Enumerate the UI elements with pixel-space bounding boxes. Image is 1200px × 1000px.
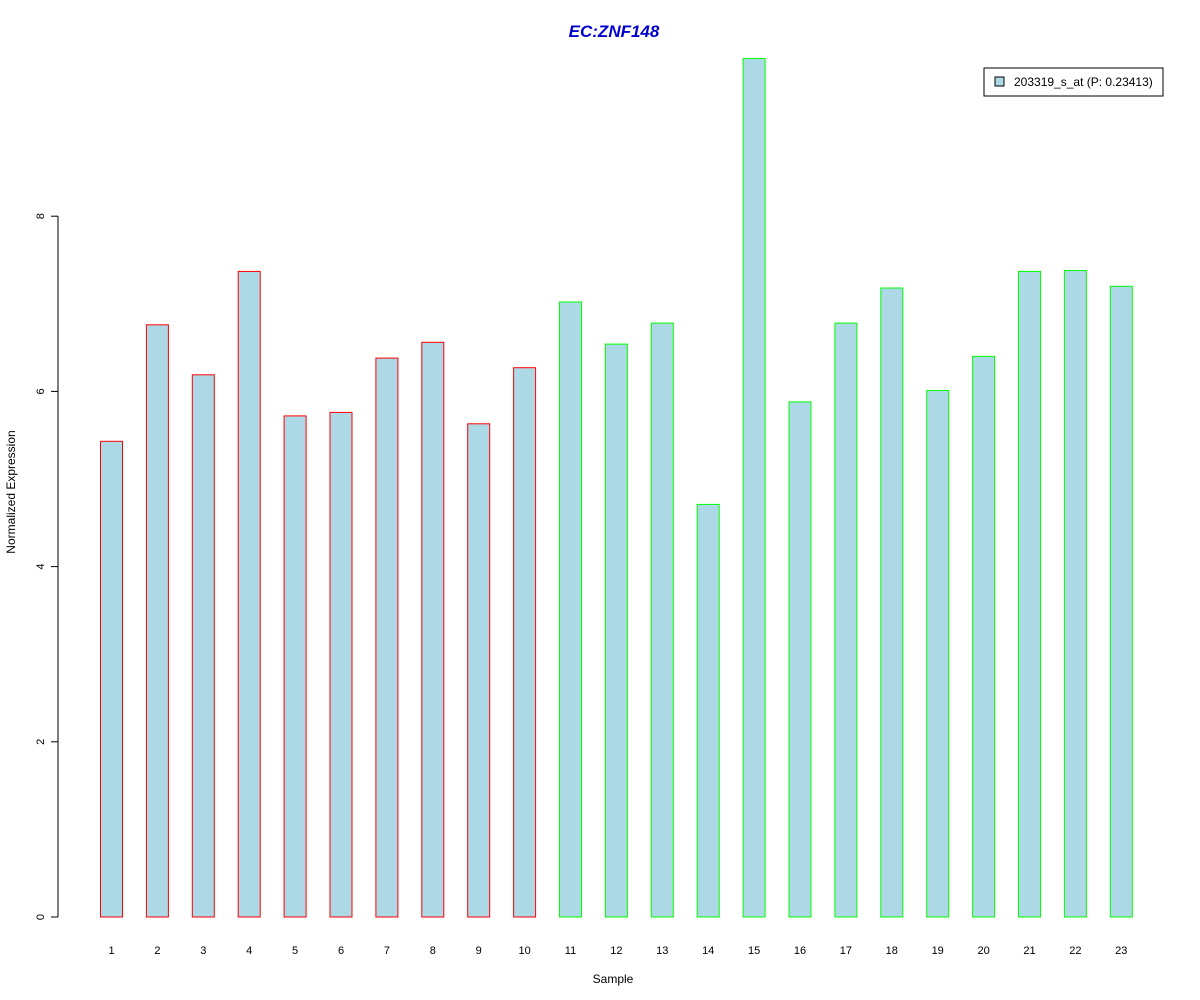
bar-sample-15 — [742, 58, 766, 918]
bar-sample-10 — [513, 367, 537, 918]
y-tick-label: 2 — [35, 739, 47, 745]
y-tick-label: 6 — [35, 388, 47, 394]
bar-sample-6 — [329, 411, 353, 918]
x-tick-label: 11 — [565, 945, 576, 957]
x-tick-label: 17 — [840, 945, 852, 957]
y-tick-label: 4 — [35, 564, 47, 570]
x-tick-label: 3 — [200, 945, 206, 957]
bar-sample-1 — [100, 440, 123, 918]
y-tick-label: 0 — [35, 914, 47, 920]
bar-sample-3 — [191, 374, 215, 918]
x-tick-label: 6 — [338, 945, 344, 957]
bars-group — [100, 58, 1133, 918]
legend-label: 203319_s_at (P: 0.23413) — [1014, 75, 1153, 89]
x-tick-label: 19 — [932, 945, 944, 957]
bar-sample-23 — [1109, 285, 1133, 918]
bar-sample-4 — [237, 270, 261, 918]
x-tick-label: 15 — [748, 945, 760, 957]
bar-sample-18 — [880, 287, 904, 918]
x-tick-label: 23 — [1115, 945, 1127, 957]
bar-sample-13 — [650, 322, 674, 918]
bar-sample-8 — [421, 341, 445, 918]
bar-sample-11 — [559, 301, 582, 918]
x-tick-label: 1 — [108, 945, 114, 957]
x-tick-label: 21 — [1023, 945, 1035, 957]
bar-sample-9 — [467, 423, 491, 918]
x-tick-label: 4 — [246, 945, 252, 957]
x-tick-label: 22 — [1069, 945, 1081, 957]
x-tick-label: 10 — [518, 945, 530, 957]
x-tick-label: 8 — [430, 945, 436, 957]
bar-sample-17 — [834, 322, 858, 918]
x-tick-label: 16 — [794, 945, 806, 957]
x-tick-label: 7 — [384, 945, 390, 957]
x-tick-label: 9 — [476, 945, 482, 957]
x-tick-label: 5 — [292, 945, 298, 957]
legend: 203319_s_at (P: 0.23413) — [983, 67, 1164, 97]
x-tick-labels: 1 2 3 4 5 6 7 8 9 10 11 12 13 14 15 16 17 18 19 20 21 22 23 — [108, 945, 1127, 957]
bar-sample-14 — [696, 503, 720, 918]
bar-sample-12 — [604, 343, 628, 918]
bar-sample-16 — [788, 401, 812, 918]
y-axis-label: Normalized Expression — [4, 430, 18, 553]
legend-swatch — [994, 76, 1005, 87]
chart-title: EC:ZNF148 — [569, 22, 660, 41]
x-tick-label: 20 — [977, 945, 989, 957]
y-axis: 0 2 4 6 8 — [35, 213, 59, 920]
bar-sample-7 — [375, 357, 399, 918]
y-tick-label: 8 — [35, 213, 47, 219]
bar-sample-21 — [1018, 270, 1041, 918]
x-tick-label: 18 — [886, 945, 898, 957]
x-tick-label: 13 — [656, 945, 668, 957]
x-tick-label: 12 — [610, 945, 622, 957]
x-tick-label: 14 — [702, 945, 714, 957]
legend-box — [983, 67, 1164, 97]
x-tick-label: 2 — [154, 945, 160, 957]
bar-sample-5 — [283, 415, 307, 918]
bar-sample-19 — [926, 390, 950, 918]
x-axis-label: Sample — [593, 972, 634, 986]
bar-sample-2 — [145, 324, 169, 918]
bar-sample-20 — [972, 355, 996, 918]
bar-sample-22 — [1063, 270, 1087, 918]
